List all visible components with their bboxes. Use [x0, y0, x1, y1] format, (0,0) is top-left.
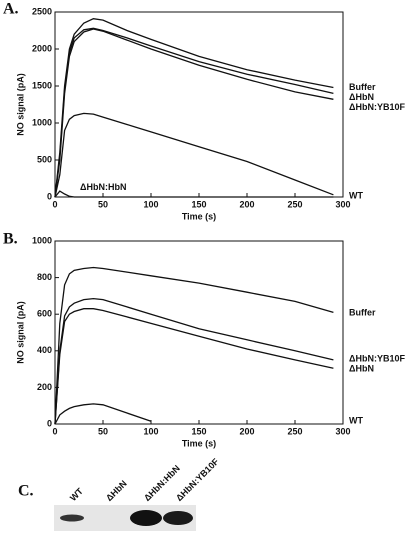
y-axis-title: NO signal (pA) [15, 73, 25, 136]
plot-frame [54, 11, 344, 198]
blot-band [130, 510, 162, 526]
series-line [54, 28, 334, 198]
x-tick-label: 300 [335, 426, 350, 436]
x-tick-label: 50 [98, 199, 108, 209]
y-tick-label: 0 [47, 418, 52, 428]
series-label: ΔHbN:YB10F [349, 353, 405, 363]
x-axis-title: Time (s) [182, 438, 216, 448]
x-tick-label: 100 [143, 426, 158, 436]
y-tick-label: 2000 [32, 43, 52, 53]
series-label: WT [349, 416, 363, 426]
series-line [54, 403, 152, 425]
y-tick-label: 500 [37, 154, 52, 164]
y-tick-label: 1000 [32, 235, 52, 245]
y-tick-label: 1500 [32, 80, 52, 90]
x-tick-label: 150 [191, 426, 206, 436]
lane-label: WT [68, 486, 85, 503]
series-label: Buffer [349, 308, 376, 318]
series-label: ΔHbN [349, 363, 374, 373]
lane-label: ΔHbN:YB10F [174, 456, 221, 503]
x-axis-title: Time (s) [182, 211, 216, 221]
blot-band [163, 511, 193, 525]
blot-band [60, 514, 84, 522]
series-line [54, 18, 334, 198]
x-tick-label: 150 [191, 199, 206, 209]
y-tick-label: 600 [37, 309, 52, 319]
series-line [54, 27, 334, 198]
panel-label: C. [18, 483, 34, 500]
series-label: WT [349, 190, 363, 200]
series-label: ΔHbN [349, 92, 374, 102]
series-label: Buffer [349, 82, 376, 92]
x-tick-label: 100 [143, 199, 158, 209]
y-tick-label: 200 [37, 382, 52, 392]
series-line [54, 190, 334, 198]
x-tick-label: 250 [287, 199, 302, 209]
y-tick-label: 0 [47, 191, 52, 201]
series-line [54, 297, 334, 425]
x-tick-label: 200 [239, 426, 254, 436]
x-tick-label: 0 [52, 426, 57, 436]
series-line [54, 266, 334, 425]
y-axis-title: NO signal (pA) [15, 301, 25, 364]
x-tick-label: 200 [239, 199, 254, 209]
y-tick-label: 1000 [32, 117, 52, 127]
y-tick-label: 2500 [32, 6, 52, 16]
y-tick-label: 400 [37, 345, 52, 355]
panel-label: B. [3, 231, 18, 248]
lane-label: ΔHbN [104, 478, 129, 503]
x-tick-label: 250 [287, 426, 302, 436]
series-line [54, 112, 334, 198]
series-label: ΔHbN:YB10F [349, 102, 405, 112]
series-label: ΔHbN:HbN [80, 182, 126, 192]
series-line [54, 308, 334, 425]
panel-label: A. [3, 1, 19, 18]
x-tick-label: 50 [98, 426, 108, 436]
y-tick-label: 800 [37, 272, 52, 282]
x-tick-label: 0 [52, 199, 57, 209]
x-tick-label: 300 [335, 199, 350, 209]
